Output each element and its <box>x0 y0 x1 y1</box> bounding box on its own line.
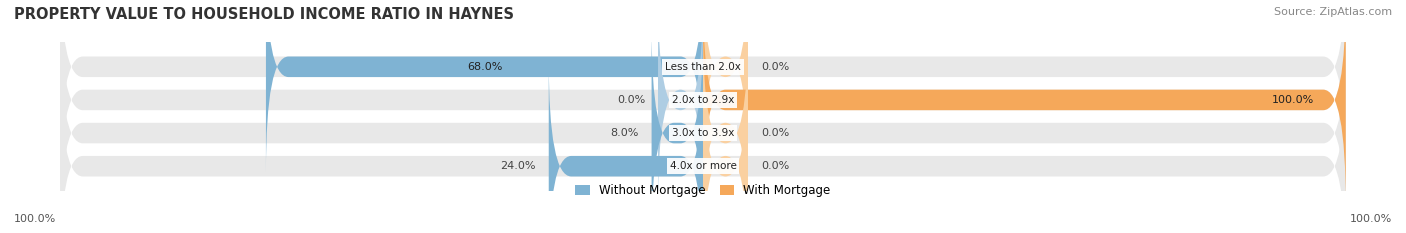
Text: 0.0%: 0.0% <box>761 161 789 171</box>
Text: 2.0x to 2.9x: 2.0x to 2.9x <box>672 95 734 105</box>
FancyBboxPatch shape <box>651 27 703 233</box>
FancyBboxPatch shape <box>658 0 703 206</box>
Text: 0.0%: 0.0% <box>761 128 789 138</box>
Text: PROPERTY VALUE TO HOUSEHOLD INCOME RATIO IN HAYNES: PROPERTY VALUE TO HOUSEHOLD INCOME RATIO… <box>14 7 515 22</box>
Text: Less than 2.0x: Less than 2.0x <box>665 62 741 72</box>
FancyBboxPatch shape <box>266 0 703 172</box>
FancyBboxPatch shape <box>548 61 703 233</box>
Text: 24.0%: 24.0% <box>501 161 536 171</box>
Text: 0.0%: 0.0% <box>761 62 789 72</box>
FancyBboxPatch shape <box>703 0 748 172</box>
Text: 100.0%: 100.0% <box>1271 95 1313 105</box>
FancyBboxPatch shape <box>703 0 1346 206</box>
Text: 68.0%: 68.0% <box>467 62 502 72</box>
Text: 100.0%: 100.0% <box>14 214 56 224</box>
Text: 0.0%: 0.0% <box>617 95 645 105</box>
Text: 8.0%: 8.0% <box>610 128 638 138</box>
FancyBboxPatch shape <box>703 61 748 233</box>
FancyBboxPatch shape <box>703 27 748 233</box>
Text: Source: ZipAtlas.com: Source: ZipAtlas.com <box>1274 7 1392 17</box>
FancyBboxPatch shape <box>60 0 1346 206</box>
FancyBboxPatch shape <box>60 61 1346 233</box>
Legend: Without Mortgage, With Mortgage: Without Mortgage, With Mortgage <box>575 184 831 197</box>
FancyBboxPatch shape <box>60 27 1346 233</box>
Text: 4.0x or more: 4.0x or more <box>669 161 737 171</box>
Text: 100.0%: 100.0% <box>1350 214 1392 224</box>
Text: 3.0x to 3.9x: 3.0x to 3.9x <box>672 128 734 138</box>
FancyBboxPatch shape <box>60 0 1346 172</box>
